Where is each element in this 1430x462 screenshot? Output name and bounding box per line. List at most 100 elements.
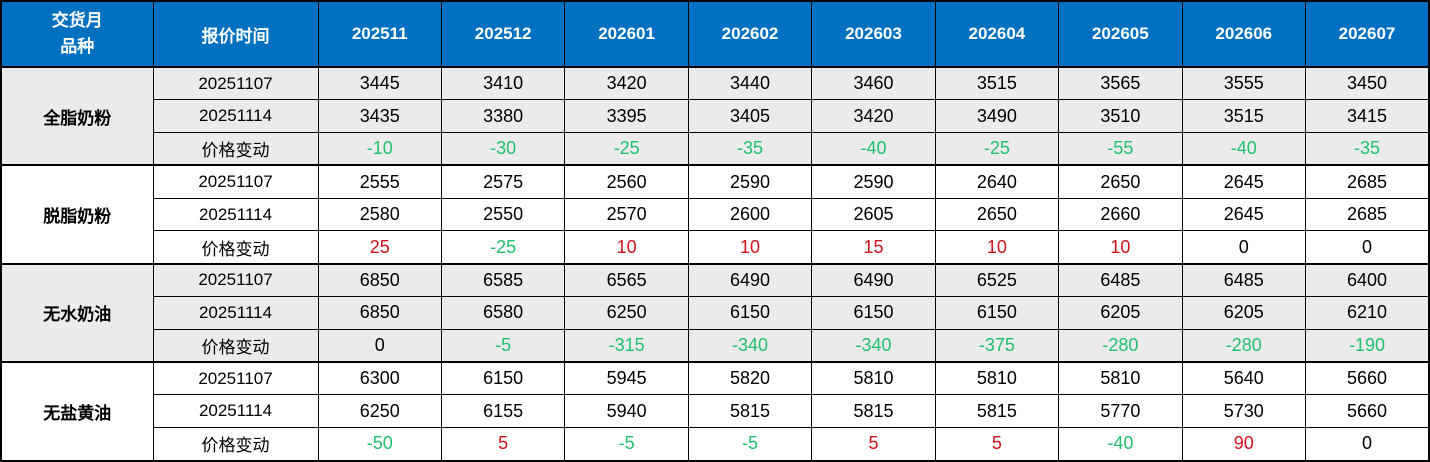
price-cell: 6525 <box>934 262 1060 298</box>
price-cell: 6210 <box>1305 296 1430 330</box>
table-row: 脱脂奶粉 20251107 2555 2575 2560 2590 2590 2640 2650… <box>0 164 1430 265</box>
quote-date-cell: 20251107 <box>152 164 319 199</box>
change-cell: 10 <box>564 230 689 265</box>
price-cell: 5660 <box>1305 361 1430 396</box>
corner-header-cell: 交货月 品种 <box>0 0 154 68</box>
price-cell: 3510 <box>1058 99 1183 134</box>
price-cell: 2685 <box>1305 197 1430 232</box>
change-cell: 10 <box>687 230 813 265</box>
price-cell: 3420 <box>811 99 936 134</box>
price-cell: 6150 <box>934 296 1060 330</box>
price-cell: 6850 <box>317 262 442 298</box>
price-cell: 3490 <box>934 99 1060 134</box>
month-header-cell: 202606 <box>1181 0 1307 68</box>
change-cell: -10 <box>317 132 442 166</box>
price-cell: 5660 <box>1305 394 1430 429</box>
change-cell: -5 <box>440 328 566 363</box>
price-cell: 5730 <box>1181 394 1307 429</box>
price-cell: 5810 <box>1058 361 1183 396</box>
change-cell: -40 <box>811 132 936 166</box>
table-row: 全脂奶粉 20251107 3445 3410 3420 3440 3460 3515 3565… <box>0 65 1430 166</box>
price-cell: 5810 <box>934 361 1060 396</box>
change-cell: -35 <box>687 132 813 166</box>
product-name-cell: 脱脂奶粉 <box>0 164 154 265</box>
change-cell: -5 <box>564 427 689 462</box>
table-row: 20251114 6250 6155 5940 5815 5815 5815 5770 5730… <box>1 394 1430 429</box>
change-cell: 5 <box>934 427 1060 462</box>
change-cell: -340 <box>687 328 813 363</box>
price-cell: 5815 <box>934 394 1060 429</box>
price-cell: 5770 <box>1058 394 1183 429</box>
price-cell: 2645 <box>1181 164 1307 199</box>
product-name-cell: 全脂奶粉 <box>0 65 154 166</box>
table-row: 20251114 3435 3380 3395 3405 3420 3490 3510 3515… <box>1 99 1430 134</box>
table-row: 20251114 2580 2550 2570 2600 2605 2650 2660 2645… <box>1 197 1430 232</box>
change-cell: 0 <box>1305 427 1430 462</box>
change-cell: -190 <box>1305 328 1430 363</box>
price-cell: 3515 <box>934 66 1060 101</box>
price-cell: 5940 <box>564 394 689 429</box>
change-cell: 0 <box>1305 230 1430 265</box>
change-label-cell: 价格变动 <box>152 328 319 363</box>
quote-date-cell: 20251107 <box>152 262 319 298</box>
table-row: 20251114 6850 6580 6250 6150 6150 6150 6205 6205… <box>1 296 1430 330</box>
price-cell: 2660 <box>1058 197 1183 232</box>
quote-date-cell: 20251114 <box>152 197 319 232</box>
change-cell: 0 <box>317 328 442 363</box>
table-row: 无盐黄油 20251107 6300 6150 5945 5820 5810 5810 5810… <box>0 361 1430 462</box>
price-cell: 2580 <box>317 197 442 232</box>
price-cell: 3565 <box>1058 66 1183 101</box>
price-cell: 2650 <box>934 197 1060 232</box>
change-cell: -5 <box>687 427 813 462</box>
month-header-cell: 202607 <box>1305 0 1430 68</box>
price-cell: 6850 <box>317 296 442 330</box>
price-cell: 3555 <box>1181 66 1307 101</box>
price-cell: 5820 <box>687 361 813 396</box>
change-cell: 0 <box>1181 230 1307 265</box>
price-cell: 5815 <box>687 394 813 429</box>
price-cell: 2605 <box>811 197 936 232</box>
product-name-cell: 无水奶油 <box>0 262 154 363</box>
change-cell: -25 <box>934 132 1060 166</box>
change-cell: -30 <box>440 132 566 166</box>
product-name-cell: 无盐黄油 <box>0 361 154 462</box>
price-cell: 6205 <box>1058 296 1183 330</box>
corner-label-delivery-month: 交货月 <box>51 10 103 30</box>
table-row: 无水奶油 20251107 6850 6585 6565 6490 6490 6525 6485… <box>0 262 1430 363</box>
price-cell: 6490 <box>811 262 936 298</box>
table-row: 价格变动 0 -5 -315 -340 -340 -375 -280 -280 -190 <box>1 328 1430 363</box>
change-cell: -340 <box>811 328 936 363</box>
price-cell: 3420 <box>564 66 689 101</box>
quote-time-header-cell: 报价时间 <box>152 0 319 68</box>
quote-date-cell: 20251114 <box>152 394 319 429</box>
price-cell: 6565 <box>564 262 689 298</box>
price-cell: 6485 <box>1181 262 1307 298</box>
change-cell: -25 <box>564 132 689 166</box>
change-cell: -35 <box>1305 132 1430 166</box>
price-cell: 2555 <box>317 164 442 199</box>
month-header-cell: 202512 <box>440 0 566 68</box>
price-cell: 6150 <box>687 296 813 330</box>
price-cell: 5815 <box>811 394 936 429</box>
table-header: 交货月 品种 报价时间 202511 202512 202601 202602 202603 2… <box>0 0 1430 68</box>
month-header-cell: 202605 <box>1058 0 1183 68</box>
price-cell: 2550 <box>440 197 566 232</box>
price-cell: 2590 <box>811 164 936 199</box>
change-cell: -280 <box>1181 328 1307 363</box>
price-cell: 6580 <box>440 296 566 330</box>
price-cell: 3415 <box>1305 99 1430 134</box>
month-header-cell: 202601 <box>564 0 689 68</box>
change-cell: 15 <box>811 230 936 265</box>
change-cell: -25 <box>440 230 566 265</box>
price-cell: 3380 <box>440 99 566 134</box>
price-cell: 3440 <box>687 66 813 101</box>
price-cell: 5945 <box>564 361 689 396</box>
change-cell: -375 <box>934 328 1060 363</box>
change-label-cell: 价格变动 <box>152 132 319 166</box>
table-row: 价格变动 -10 -30 -25 -35 -40 -25 -55 -40 -35 <box>1 132 1430 166</box>
change-cell: -280 <box>1058 328 1183 363</box>
change-cell: -315 <box>564 328 689 363</box>
price-cell: 3435 <box>317 99 442 134</box>
price-cell: 2575 <box>440 164 566 199</box>
price-cell: 5810 <box>811 361 936 396</box>
